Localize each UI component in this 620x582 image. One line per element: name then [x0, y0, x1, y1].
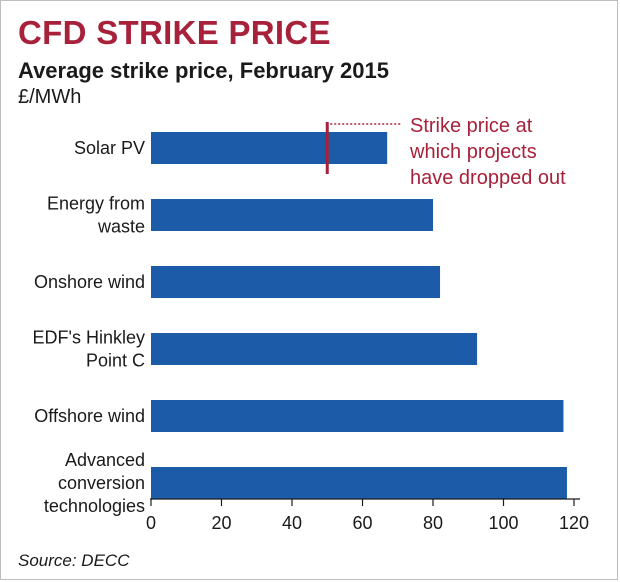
x-tick-label-0: 0: [146, 513, 156, 533]
category-label-3: EDF's Hinkley Point C: [33, 328, 145, 371]
x-tick-label-120: 120: [559, 513, 589, 533]
bar-5: [151, 467, 567, 499]
bar-3: [151, 333, 478, 365]
bar-4: [151, 400, 564, 432]
x-tick-label-20: 20: [211, 513, 231, 533]
x-tick-label-100: 100: [488, 513, 518, 533]
x-tick-label-60: 60: [352, 513, 372, 533]
category-label-4: Offshore wind: [34, 406, 145, 426]
bar-0: [151, 132, 388, 164]
chart-subtitle: Average strike price, February 2015: [18, 58, 389, 83]
source-note: Source: DECC: [18, 551, 130, 570]
x-tick-label-80: 80: [423, 513, 443, 533]
chart-unit: £/MWh: [18, 86, 82, 108]
category-label-2: Onshore wind: [34, 272, 145, 292]
bar-2: [151, 266, 441, 298]
reference-annotation: Strike price at which projects have droppe…: [409, 115, 566, 189]
x-tick-label-40: 40: [282, 513, 302, 533]
category-label-1: Energy from waste: [47, 194, 145, 237]
category-label-5: Advanced conversion technologies: [44, 450, 145, 516]
bar-1: [151, 199, 433, 231]
category-label-0: Solar PV: [74, 138, 145, 158]
chart-title: CFD STRIKE PRICE: [18, 14, 331, 51]
